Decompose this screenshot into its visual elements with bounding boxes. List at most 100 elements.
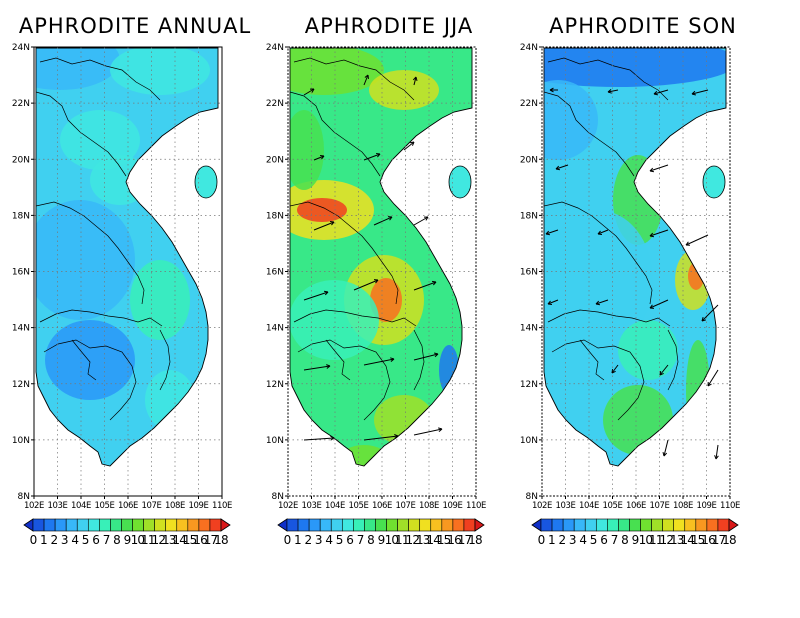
lon-tick-label: 103E xyxy=(556,501,576,511)
lat-tick-label: 20N xyxy=(520,155,538,165)
colorbar-label: 14 xyxy=(426,533,440,547)
hainan-island xyxy=(194,165,218,199)
colorbar-label: 11 xyxy=(649,533,663,547)
colorbar-label: 5 xyxy=(336,533,343,547)
colorbar-label: 2 xyxy=(50,533,57,547)
lon-tick-label: 106E xyxy=(118,501,138,511)
lat-tick-label: 24N xyxy=(520,43,538,53)
country-border xyxy=(293,57,415,101)
country-border xyxy=(159,329,171,391)
colorbar-label: 6 xyxy=(92,533,99,547)
wind-vectors xyxy=(303,74,443,441)
colorbar-label: 17 xyxy=(458,533,472,547)
colorbar-label: 7 xyxy=(357,533,364,547)
colorbar-label: 14 xyxy=(172,533,186,547)
lat-tick-label: 14N xyxy=(12,324,30,334)
colorbar-label: 12 xyxy=(659,533,673,547)
lon-tick-label: 102E xyxy=(532,501,552,511)
grid xyxy=(288,47,476,496)
colorbar-label: 17 xyxy=(204,533,218,547)
lon-tick-label: 103E xyxy=(48,501,68,511)
lon-tick-label: 106E xyxy=(626,501,646,511)
lat-tick-label: 18N xyxy=(520,211,538,221)
lat-tick-label: 16N xyxy=(520,268,538,278)
colorbar-label: 8 xyxy=(113,533,120,547)
colorbar-label: 11 xyxy=(141,533,155,547)
colorbar-label: 17 xyxy=(712,533,726,547)
colorbar-label: 11 xyxy=(395,533,409,547)
lat-tick-label: 24N xyxy=(266,43,284,53)
country-border xyxy=(297,339,391,421)
wind-vectors xyxy=(545,87,719,460)
lat-tick-label: 22N xyxy=(12,99,30,109)
country-border xyxy=(293,309,417,327)
country-border xyxy=(325,339,351,381)
lat-tick-label: 18N xyxy=(266,211,284,221)
colorbar-label: 10 xyxy=(131,533,145,547)
colorbar-label: 5 xyxy=(82,533,89,547)
colorbar-label: 8 xyxy=(367,533,374,547)
lon-tick-label: 107E xyxy=(650,501,670,511)
lat-tick-label: 12N xyxy=(266,380,284,390)
country-border xyxy=(547,57,669,101)
colorbar-label: 12 xyxy=(151,533,165,547)
hainan-island xyxy=(702,165,726,199)
country-border xyxy=(35,201,145,305)
panel-title: APHRODITE ANNUAL xyxy=(18,14,252,38)
lat-tick-label: 14N xyxy=(520,324,538,334)
lat-tick-label: 8N xyxy=(526,492,538,502)
colorbar-label: 0 xyxy=(30,533,37,547)
lon-tick-label: 108E xyxy=(165,501,185,511)
panel-jja: APHRODITE JJA 24N 22N 20N 18N 16N 14N 12N 10N 8N… xyxy=(264,0,514,560)
grid xyxy=(34,47,222,496)
lat-tick-label: 20N xyxy=(12,155,30,165)
colorbar-label: 4 xyxy=(71,533,78,547)
lon-tick-label: 109E xyxy=(189,501,209,511)
lon-tick-label: 110E xyxy=(466,501,486,511)
lat-tick-label: 12N xyxy=(520,380,538,390)
lat-tick-label: 22N xyxy=(266,99,284,109)
lat-tick-label: 14N xyxy=(266,324,284,334)
colorbar-label: 15 xyxy=(691,533,705,547)
lon-tick-label: 107E xyxy=(142,501,162,511)
panel-title: APHRODITE JJA xyxy=(304,14,474,38)
country-border xyxy=(43,339,137,421)
colorbar-label: 7 xyxy=(611,533,618,547)
lon-tick-label: 109E xyxy=(697,501,717,511)
colorbar-label: 6 xyxy=(346,533,353,547)
lon-tick-label: 102E xyxy=(278,501,298,511)
lon-tick-label: 107E xyxy=(396,501,416,511)
colorbar-label: 9 xyxy=(124,533,131,547)
country-border xyxy=(39,309,163,327)
colorbar-label: 18 xyxy=(214,533,228,547)
lon-tick-label: 109E xyxy=(443,501,463,511)
colorbar-label: 15 xyxy=(183,533,197,547)
panel-title: APHRODITE SON xyxy=(549,14,737,38)
colorbar-label: 16 xyxy=(193,533,207,547)
lon-tick-label: 108E xyxy=(673,501,693,511)
lon-tick-label: 110E xyxy=(720,501,740,511)
lon-tick-label: 105E xyxy=(603,501,623,511)
colorbar-label: 1 xyxy=(294,533,301,547)
colorbar-label: 6 xyxy=(600,533,607,547)
hainan-island xyxy=(448,165,472,199)
lon-tick-label: 106E xyxy=(372,501,392,511)
lat-tick-label: 16N xyxy=(266,268,284,278)
lon-tick-label: 104E xyxy=(325,501,345,511)
colorbar-label: 4 xyxy=(579,533,586,547)
country-border xyxy=(39,57,161,101)
colorbar-label: 13 xyxy=(670,533,684,547)
colorbar-label: 0 xyxy=(538,533,545,547)
lat-tick-label: 22N xyxy=(520,99,538,109)
lon-tick-label: 104E xyxy=(71,501,91,511)
lat-tick-label: 8N xyxy=(18,492,30,502)
lon-tick-label: 105E xyxy=(95,501,115,511)
grid xyxy=(542,47,730,496)
colorbar-label: 16 xyxy=(701,533,715,547)
colorbar-label: 12 xyxy=(405,533,419,547)
lon-tick-label: 103E xyxy=(302,501,322,511)
colorbar-label: 2 xyxy=(304,533,311,547)
